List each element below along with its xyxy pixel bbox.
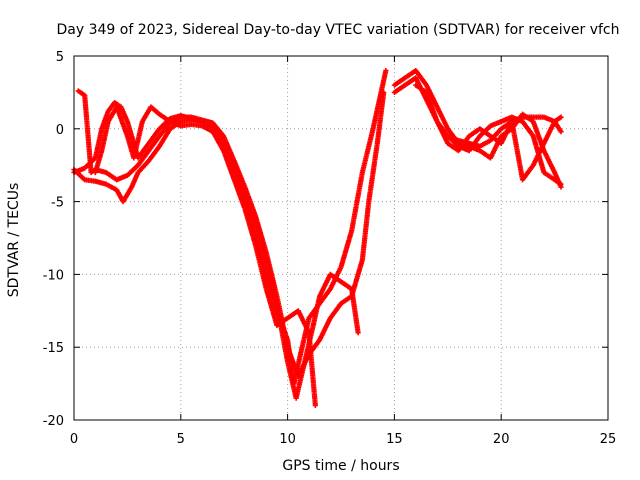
x-tick-label: 20 <box>493 432 510 447</box>
y-tick-label: -10 <box>43 268 64 283</box>
series-H <box>445 114 564 149</box>
x-tick-label: 25 <box>600 432 617 447</box>
data-point <box>558 114 564 120</box>
y-tick-label: -20 <box>43 414 64 429</box>
data-point <box>312 402 318 409</box>
axis-ticks: 0 5 10 15 20 25 5 0 -5 -10 -15 -20 <box>43 50 617 447</box>
y-tick-label: 5 <box>56 50 64 65</box>
x-axis-label: GPS time / hours <box>282 458 399 474</box>
data-point <box>381 89 387 95</box>
plot-frame <box>73 55 609 421</box>
y-tick-label: -15 <box>43 341 64 356</box>
data-marks <box>71 67 564 409</box>
data-point <box>558 129 564 135</box>
y-tick-label: 0 <box>56 123 64 138</box>
data-point <box>355 330 361 336</box>
y-axis-label: SDTVAR / TECUs <box>6 183 22 298</box>
x-tick-label: 15 <box>386 432 403 447</box>
x-tick-label: 0 <box>70 432 78 447</box>
series-D <box>92 104 361 401</box>
y-tick-label: -5 <box>51 196 64 211</box>
data-point <box>383 67 389 74</box>
x-tick-label: 10 <box>279 432 296 447</box>
data-point <box>558 181 564 187</box>
chart-title: Day 349 of 2023, Sidereal Day-to-day VTE… <box>56 22 619 38</box>
x-tick-label: 5 <box>177 432 185 447</box>
